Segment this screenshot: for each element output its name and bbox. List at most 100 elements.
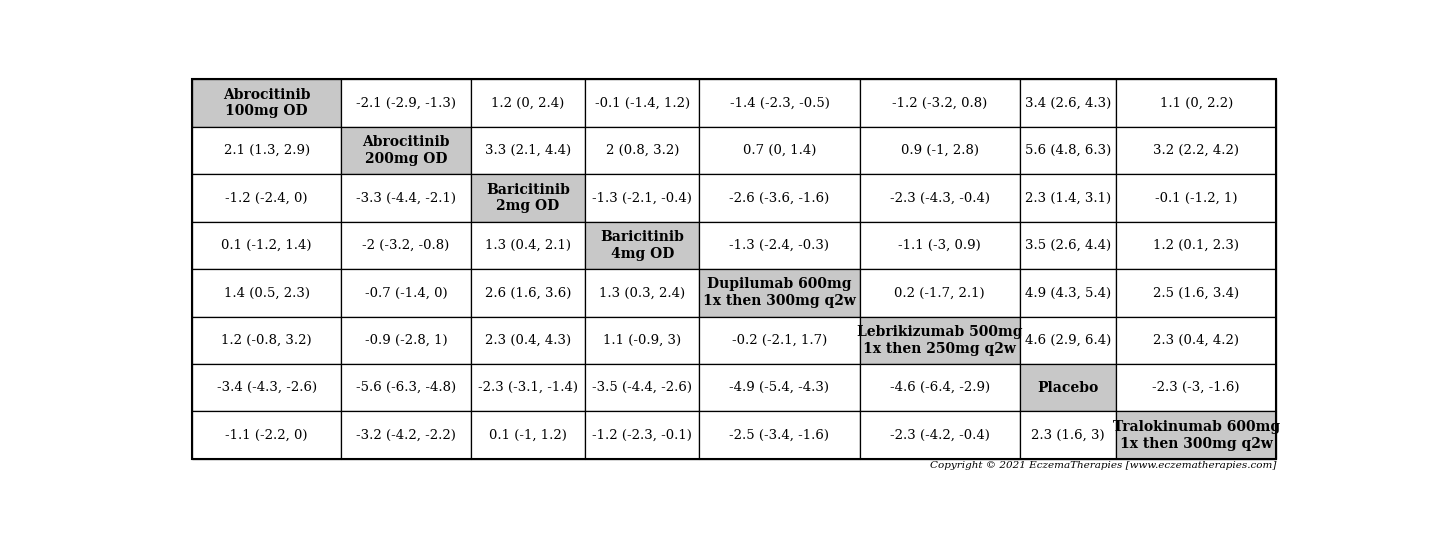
Text: 1.2 (0.1, 2.3): 1.2 (0.1, 2.3) (1154, 239, 1240, 252)
Bar (860, 222, 1020, 269)
Text: -1.2 (-2.3, -0.1): -1.2 (-2.3, -0.1) (592, 429, 692, 442)
Bar (699, 412, 860, 459)
Bar (1020, 174, 1116, 222)
Bar (1020, 222, 1116, 269)
Bar (341, 412, 471, 459)
Bar (1116, 412, 1277, 459)
Bar (471, 127, 585, 174)
Text: 0.1 (-1.2, 1.4): 0.1 (-1.2, 1.4) (221, 239, 312, 252)
Bar (471, 412, 585, 459)
Bar (1020, 269, 1116, 316)
Bar (471, 316, 585, 364)
Bar (341, 316, 471, 364)
Text: -0.2 (-2.1, 1.7): -0.2 (-2.1, 1.7) (732, 334, 827, 347)
Text: 2.3 (1.4, 3.1): 2.3 (1.4, 3.1) (1025, 192, 1111, 204)
Bar (585, 364, 699, 412)
Text: Tralokinumab 600mg
1x then 300mg q2w: Tralokinumab 600mg 1x then 300mg q2w (1112, 420, 1280, 450)
Bar (1020, 79, 1116, 127)
Text: 4.9 (4.3, 5.4): 4.9 (4.3, 5.4) (1025, 286, 1111, 299)
Text: -2.6 (-3.6, -1.6): -2.6 (-3.6, -1.6) (729, 192, 830, 204)
Text: 1.2 (-0.8, 3.2): 1.2 (-0.8, 3.2) (221, 334, 312, 347)
Text: 2 (0.8, 3.2): 2 (0.8, 3.2) (606, 144, 679, 157)
Text: Abrocitinib
200mg OD: Abrocitinib 200mg OD (363, 135, 450, 166)
Bar (1116, 364, 1277, 412)
Text: -1.4 (-2.3, -0.5): -1.4 (-2.3, -0.5) (729, 96, 830, 110)
Text: 1.3 (0.3, 2.4): 1.3 (0.3, 2.4) (599, 286, 685, 299)
Text: -1.1 (-2.2, 0): -1.1 (-2.2, 0) (225, 429, 308, 442)
Text: -1.2 (-3.2, 0.8): -1.2 (-3.2, 0.8) (893, 96, 987, 110)
Text: Copyright © 2021 EczemaTherapies [www.eczematherapies.com]: Copyright © 2021 EczemaTherapies [www.ec… (930, 461, 1277, 470)
Bar (1020, 364, 1116, 412)
Bar (341, 127, 471, 174)
Bar (699, 269, 860, 316)
Bar (1116, 222, 1277, 269)
Text: 3.2 (2.2, 4.2): 3.2 (2.2, 4.2) (1154, 144, 1240, 157)
Text: -0.7 (-1.4, 0): -0.7 (-1.4, 0) (364, 286, 447, 299)
Text: 2.3 (1.6, 3): 2.3 (1.6, 3) (1032, 429, 1105, 442)
Bar (860, 269, 1020, 316)
Bar (860, 412, 1020, 459)
Bar (192, 412, 341, 459)
Bar (585, 269, 699, 316)
Bar (192, 127, 341, 174)
Bar (471, 222, 585, 269)
Text: -1.3 (-2.1, -0.4): -1.3 (-2.1, -0.4) (592, 192, 692, 204)
Text: Placebo: Placebo (1037, 381, 1099, 395)
Bar (585, 79, 699, 127)
Text: -4.9 (-5.4, -4.3): -4.9 (-5.4, -4.3) (729, 381, 830, 394)
Text: -2.3 (-3, -1.6): -2.3 (-3, -1.6) (1152, 381, 1240, 394)
Bar (471, 364, 585, 412)
Bar (860, 174, 1020, 222)
Text: -2 (-3.2, -0.8): -2 (-3.2, -0.8) (363, 239, 450, 252)
Text: -0.1 (-1.4, 1.2): -0.1 (-1.4, 1.2) (595, 96, 689, 110)
Bar (1020, 316, 1116, 364)
Text: -5.6 (-6.3, -4.8): -5.6 (-6.3, -4.8) (355, 381, 456, 394)
Text: Dupilumab 600mg
1x then 300mg q2w: Dupilumab 600mg 1x then 300mg q2w (704, 278, 856, 308)
Text: -3.5 (-4.4, -2.6): -3.5 (-4.4, -2.6) (592, 381, 692, 394)
Bar (1116, 79, 1277, 127)
Text: -1.2 (-2.4, 0): -1.2 (-2.4, 0) (225, 192, 308, 204)
Text: Abrocitinib
100mg OD: Abrocitinib 100mg OD (224, 88, 311, 119)
Bar (341, 364, 471, 412)
Text: 1.1 (0, 2.2): 1.1 (0, 2.2) (1159, 96, 1232, 110)
Text: 3.3 (2.1, 4.4): 3.3 (2.1, 4.4) (484, 144, 572, 157)
Text: 0.9 (-1, 2.8): 0.9 (-1, 2.8) (901, 144, 979, 157)
Bar (699, 316, 860, 364)
Bar (585, 222, 699, 269)
Bar (1116, 174, 1277, 222)
Text: -2.3 (-4.3, -0.4): -2.3 (-4.3, -0.4) (890, 192, 990, 204)
Text: 2.5 (1.6, 3.4): 2.5 (1.6, 3.4) (1154, 286, 1240, 299)
Text: 3.4 (2.6, 4.3): 3.4 (2.6, 4.3) (1025, 96, 1111, 110)
Bar (1020, 127, 1116, 174)
Text: -1.3 (-2.4, -0.3): -1.3 (-2.4, -0.3) (729, 239, 830, 252)
Text: 1.4 (0.5, 2.3): 1.4 (0.5, 2.3) (224, 286, 310, 299)
Bar (471, 79, 585, 127)
Text: Baricitinib
2mg OD: Baricitinib 2mg OD (486, 183, 570, 213)
Text: 3.5 (2.6, 4.4): 3.5 (2.6, 4.4) (1025, 239, 1111, 252)
Text: -3.2 (-4.2, -2.2): -3.2 (-4.2, -2.2) (355, 429, 456, 442)
Text: 0.2 (-1.7, 2.1): 0.2 (-1.7, 2.1) (894, 286, 984, 299)
Bar (860, 127, 1020, 174)
Text: -3.3 (-4.4, -2.1): -3.3 (-4.4, -2.1) (355, 192, 456, 204)
Bar (471, 269, 585, 316)
Text: -3.4 (-4.3, -2.6): -3.4 (-4.3, -2.6) (216, 381, 317, 394)
Bar (471, 174, 585, 222)
Text: -1.1 (-3, 0.9): -1.1 (-3, 0.9) (898, 239, 982, 252)
Text: 2.1 (1.3, 2.9): 2.1 (1.3, 2.9) (224, 144, 310, 157)
Text: 1.2 (0, 2.4): 1.2 (0, 2.4) (492, 96, 565, 110)
Bar (585, 316, 699, 364)
Bar (192, 364, 341, 412)
Bar (192, 316, 341, 364)
Text: -0.1 (-1.2, 1): -0.1 (-1.2, 1) (1155, 192, 1238, 204)
Bar (192, 79, 341, 127)
Bar (860, 316, 1020, 364)
Bar (192, 79, 1277, 459)
Text: 1.3 (0.4, 2.1): 1.3 (0.4, 2.1) (484, 239, 570, 252)
Bar (341, 174, 471, 222)
Bar (860, 364, 1020, 412)
Bar (699, 364, 860, 412)
Text: 4.6 (2.9, 6.4): 4.6 (2.9, 6.4) (1025, 334, 1111, 347)
Bar (699, 79, 860, 127)
Text: 0.1 (-1, 1.2): 0.1 (-1, 1.2) (489, 429, 567, 442)
Text: 2.6 (1.6, 3.6): 2.6 (1.6, 3.6) (484, 286, 572, 299)
